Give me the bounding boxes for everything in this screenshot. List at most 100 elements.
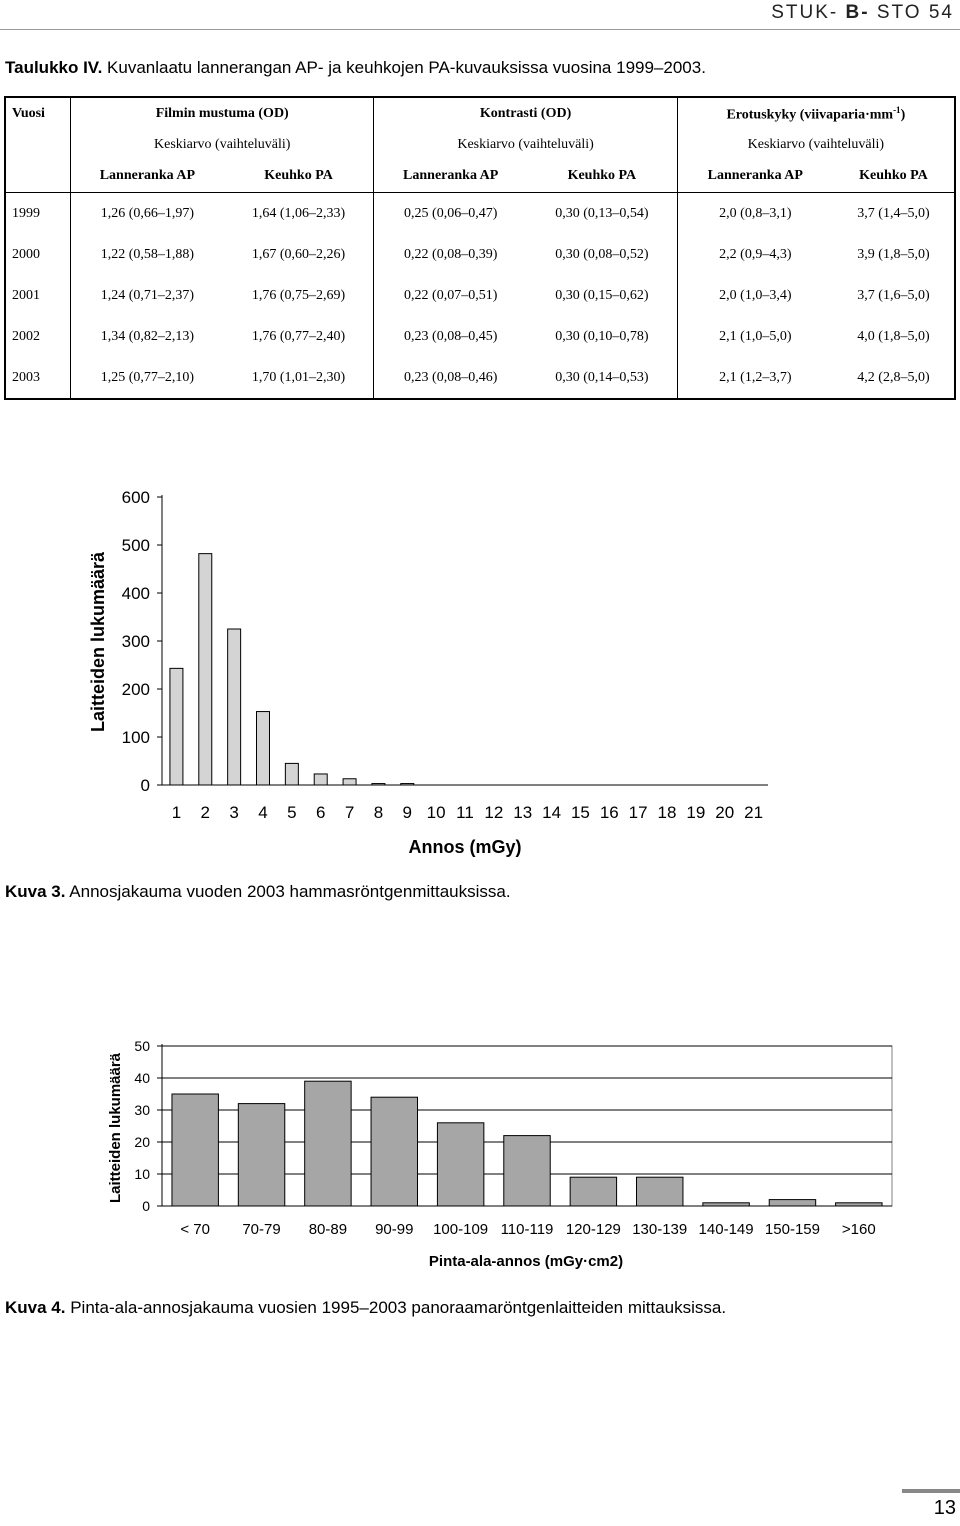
subcol-header: Keuhko PA: [527, 160, 678, 193]
series-prefix: STUK-: [771, 2, 839, 23]
y-tick-label: 30: [134, 1102, 150, 1118]
table-cell: 3,7 (1,6–5,0): [857, 287, 930, 303]
col-year-header: Vuosi: [5, 97, 72, 130]
table-caption: Taulukko IV. Kuvanlaatu lannerangan AP- …: [5, 58, 706, 78]
bar: [198, 553, 213, 786]
group-header-density: Filmin mustuma (OD): [70, 97, 375, 130]
bar: [256, 711, 270, 786]
x-tick-label: 6: [316, 803, 325, 822]
table-cell: 1,24 (0,71–2,37): [100, 287, 195, 303]
y-tick-label: 40: [134, 1070, 150, 1086]
row-year: 2001: [5, 275, 72, 316]
y-tick-label: 600: [122, 488, 150, 507]
x-tick-label: 110-119: [501, 1221, 554, 1238]
x-tick-label: 7: [345, 803, 354, 822]
table-cell: 0,30 (0,08–0,52): [527, 234, 678, 275]
x-tick-label: 10: [427, 803, 446, 822]
x-tick-label: 13: [513, 803, 532, 822]
table-cell: 1,34 (0,82–2,13): [100, 328, 195, 344]
y-tick-label: 500: [122, 536, 150, 555]
x-tick-label: 150-159: [765, 1221, 820, 1238]
bar: [436, 1122, 485, 1207]
table-cell: 3,7 (1,4–5,0): [857, 205, 930, 221]
x-tick-label: < 70: [180, 1221, 210, 1238]
y-axis-title: Laitteiden lukumäärä: [107, 1052, 124, 1203]
x-tick-label: 90-99: [375, 1221, 413, 1238]
table-row: 2002 1,34 (0,82–2,13) 1,76 (0,77–2,40) 0…: [5, 316, 955, 357]
table-cell: 1,25 (0,77–2,10): [100, 369, 195, 385]
x-tick-label: 3: [229, 803, 238, 822]
table-cell: 2,0 (1,0–3,4): [719, 287, 792, 303]
bar: [768, 1199, 817, 1207]
bar: [342, 778, 357, 786]
bar: [313, 773, 328, 786]
table-cell: 1,70 (1,01–2,30): [223, 357, 375, 399]
subcol-header: Lanneranka AP: [677, 160, 833, 193]
table-cell: 2,2 (0,9–4,3): [719, 246, 792, 262]
y-tick-label: 0: [141, 776, 150, 795]
x-tick-label: >160: [842, 1221, 876, 1238]
table-cell: 0,22 (0,08–0,39): [404, 246, 498, 262]
x-tick-label: 1: [172, 803, 181, 822]
row-year: 2000: [5, 234, 72, 275]
header-rule: [0, 29, 960, 30]
y-tick-label: 20: [134, 1134, 150, 1150]
x-tick-label: 19: [686, 803, 705, 822]
table-cell: 3,9 (1,8–5,0): [857, 246, 930, 262]
x-axis-title: Pinta-ala-annos (mGy·cm2): [429, 1253, 623, 1270]
page-number: 13: [933, 1497, 956, 1519]
row-year: 1999: [5, 192, 72, 234]
table-cell: 2,0 (0,8–3,1): [719, 205, 792, 221]
bar: [636, 1176, 684, 1207]
y-tick-label: 300: [122, 632, 150, 651]
x-tick-label: 11: [456, 803, 474, 822]
table-header-row-3: Lanneranka AP Keuhko PA Lanneranka AP Ke…: [5, 160, 955, 193]
row-year: 2003: [5, 357, 72, 399]
y-tick-label: 200: [122, 680, 150, 699]
x-tick-label: 20: [715, 803, 734, 822]
bar: [237, 1103, 286, 1207]
row-year: 2002: [5, 316, 72, 357]
table-cell: 1,22 (0,58–1,88): [100, 246, 195, 262]
table-row: 2001 1,24 (0,71–2,37) 1,76 (0,75–2,69) 0…: [5, 275, 955, 316]
y-tick-label: 10: [134, 1166, 150, 1182]
x-tick-label: 120-129: [566, 1221, 621, 1238]
bar: [304, 1080, 352, 1207]
figure4-caption-text: Pinta-ala-annosjakauma vuosien 1995–2003…: [70, 1298, 727, 1317]
dap-distribution-chart: 0 10 20 30 40 50 < 70 70-79 80-89 90-99 100-109 110…: [107, 1038, 893, 1270]
x-tick-label: 70-79: [242, 1221, 280, 1238]
x-tick-label: 17: [629, 803, 648, 822]
table-cell: 1,67 (0,60–2,26): [223, 234, 375, 275]
table-row: 1999 1,26 (0,66–1,97) 1,64 (1,06–2,33) 0…: [5, 192, 955, 234]
bar: [569, 1176, 618, 1207]
group-subheader: Keskiarvo (vaihteluväli): [747, 137, 885, 152]
figure3-caption: Kuva 3. Annosjakauma vuoden 2003 hammasr…: [5, 882, 511, 902]
table-cell: 4,0 (1,8–5,0): [857, 328, 930, 344]
bar: [371, 783, 386, 786]
bar: [171, 1093, 219, 1207]
table-cell: 1,76 (0,75–2,69): [223, 275, 375, 316]
group-subheader: Keskiarvo (vaihteluväli): [70, 130, 375, 160]
table-header-row-2: Keskiarvo (vaihteluväli) Keskiarvo (vaih…: [5, 130, 955, 160]
table-cell: 0,30 (0,13–0,54): [527, 192, 678, 234]
x-tick-label: 8: [374, 803, 383, 822]
figure4-caption-label: Kuva 4.: [5, 1298, 66, 1317]
bar: [835, 1202, 883, 1207]
bar: [284, 762, 299, 786]
table-caption-text: Kuvanlaatu lannerangan AP- ja keuhkojen …: [107, 58, 706, 77]
x-tick-label: 100-109: [433, 1221, 488, 1238]
x-tick-label: 15: [571, 803, 590, 822]
table-cell: 0,25 (0,06–0,47): [404, 205, 498, 221]
figure3-caption-label: Kuva 3.: [5, 882, 66, 901]
table-cell: 1,26 (0,66–1,97): [100, 205, 195, 221]
y-tick-label: 0: [142, 1198, 150, 1214]
x-tick-label: 140-149: [699, 1221, 754, 1238]
x-tick-label: 9: [403, 803, 412, 822]
table-cell: 1,76 (0,77–2,40): [223, 316, 375, 357]
y-tick-label: 400: [122, 584, 150, 603]
x-tick-label: 80-89: [309, 1221, 347, 1238]
table-cell: 0,30 (0,10–0,78): [527, 316, 678, 357]
series-suffix: STO 54: [876, 2, 954, 23]
bar: [400, 783, 415, 786]
running-header: STUK- B- STO 54: [771, 2, 954, 24]
